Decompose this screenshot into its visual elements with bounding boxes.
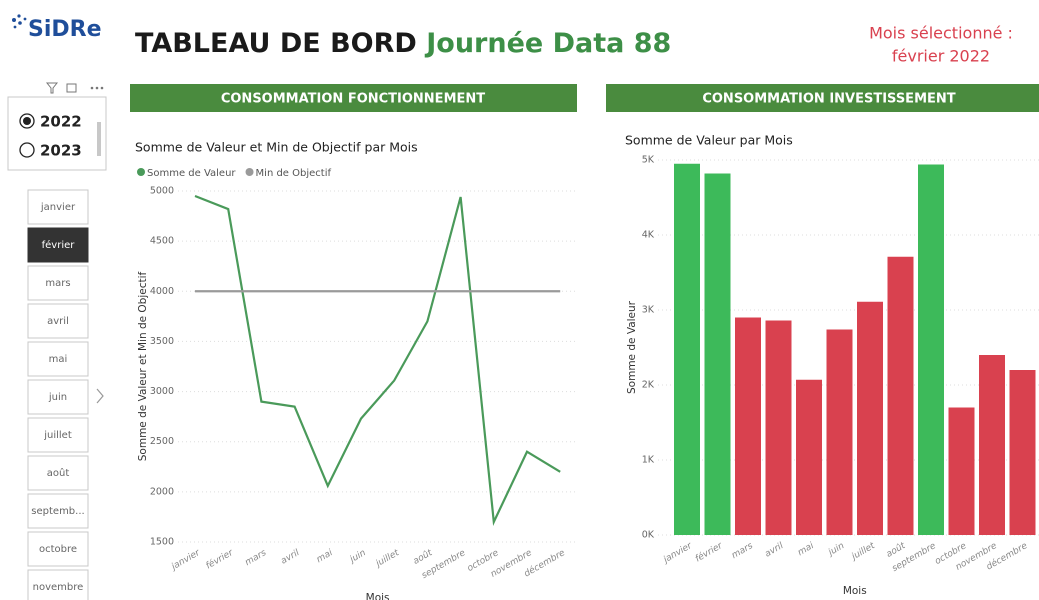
year-slicer [7, 96, 107, 171]
bar [704, 173, 731, 535]
x-tick-label: juillet [849, 541, 878, 563]
y-axis-label: Somme de Valeur [626, 300, 638, 394]
month-button[interactable] [27, 227, 89, 263]
x-axis-label: Mois [366, 592, 390, 600]
year-option[interactable]: 2022 [40, 113, 82, 131]
month-button[interactable] [27, 303, 89, 339]
month-option[interactable]: octobre [39, 544, 77, 555]
month-button[interactable] [27, 379, 89, 415]
x-tick-label: janvier [660, 540, 695, 566]
radio[interactable] [19, 142, 35, 158]
y-tick-label: 4500 [150, 236, 174, 247]
bar [674, 163, 700, 535]
logo-icon [12, 14, 27, 29]
y-tick-label: 0K [642, 530, 655, 541]
y-tick-label: 3K [642, 305, 655, 316]
scrollbar [97, 122, 101, 156]
y-tick-label: 1K [642, 455, 655, 466]
month-option[interactable]: août [47, 467, 70, 479]
y-tick-label: 3000 [150, 386, 174, 397]
y-tick-label: 3500 [150, 336, 174, 347]
legend-marker [137, 168, 145, 176]
legend-marker [245, 168, 254, 176]
bar [796, 379, 822, 535]
month-button[interactable] [27, 493, 89, 529]
x-tick-label: août [411, 547, 434, 567]
page-title: TABLEAU DE BORD Journée Data 88 [135, 28, 671, 59]
month-button[interactable] [27, 455, 89, 491]
panel-header [130, 84, 577, 112]
x-tick-label: février [693, 540, 725, 565]
x-axis-label: Mois [843, 585, 867, 597]
slicer-toolbar [45, 82, 104, 94]
panel-title: CONSOMMATION INVESTISSEMENT [702, 92, 955, 107]
x-tick-label: mars [730, 541, 755, 561]
month-option[interactable]: février [42, 239, 76, 251]
bar [948, 407, 975, 535]
line-series [194, 194, 561, 526]
month-option[interactable]: novembre [33, 582, 84, 593]
y-tick-label: 4000 [150, 286, 174, 297]
x-tick-label: mai [315, 548, 335, 565]
chart-title: Somme de Valeur par Mois [625, 133, 793, 148]
bar [735, 317, 761, 535]
title-highlight: Journée Data 88 [424, 28, 671, 59]
month-button[interactable] [27, 265, 89, 301]
title-main: TABLEAU DE BORD [135, 28, 417, 59]
panel-header [606, 84, 1039, 112]
month-option[interactable]: septemb... [31, 506, 84, 517]
x-tick-label: mai [796, 541, 816, 558]
y-tick-label: 4K [642, 230, 655, 241]
y-tick-label: 5K [642, 155, 655, 166]
selected-label: Mois sélectionné : [869, 24, 1013, 43]
bar [765, 320, 792, 535]
bar [1009, 370, 1036, 535]
month-option[interactable]: juin [48, 392, 67, 403]
bar [887, 256, 914, 535]
y-tick-label: 1500 [150, 537, 174, 548]
next-arrow[interactable] [96, 388, 104, 404]
year-option[interactable]: 2023 [40, 142, 82, 160]
selected-value: février 2022 [892, 47, 990, 66]
month-option[interactable]: mars [45, 278, 70, 289]
month-button[interactable] [27, 569, 89, 600]
y-tick-label: 2000 [150, 486, 174, 497]
y-tick-label: 2500 [150, 436, 174, 447]
x-tick-label: avril [763, 541, 785, 560]
month-option[interactable]: janvier [40, 202, 76, 213]
x-tick-label: février [204, 547, 236, 572]
chart-title: Somme de Valeur et Min de Objectif par M… [135, 140, 418, 155]
logo: SiDRe [28, 17, 102, 42]
month-button[interactable] [27, 417, 89, 453]
legend-label: Somme de Valeur [147, 168, 236, 179]
panel-title: CONSOMMATION FONCTIONNEMENT [221, 92, 485, 107]
x-tick-label: juin [825, 541, 846, 559]
month-option[interactable]: avril [47, 316, 69, 327]
x-tick-label: juin [347, 548, 368, 566]
x-tick-label: mars [244, 548, 269, 568]
month-button[interactable] [27, 341, 89, 377]
bar [979, 355, 1005, 535]
bar [918, 164, 944, 535]
x-tick-label: janvier [168, 547, 203, 573]
bar [826, 329, 853, 535]
month-button[interactable] [27, 531, 89, 567]
radio-dot [23, 117, 31, 125]
month-button[interactable] [27, 189, 89, 225]
bar [857, 301, 883, 535]
y-axis-label: Somme de Valeur et Min de Objectif [137, 271, 149, 461]
y-tick-label: 5000 [150, 186, 174, 197]
x-tick-label: avril [279, 548, 301, 567]
legend-label: Min de Objectif [256, 168, 332, 179]
month-option[interactable]: juillet [43, 430, 72, 441]
month-option[interactable]: mai [49, 354, 68, 365]
x-tick-label: juillet [373, 548, 402, 570]
y-tick-label: 2K [642, 380, 655, 391]
